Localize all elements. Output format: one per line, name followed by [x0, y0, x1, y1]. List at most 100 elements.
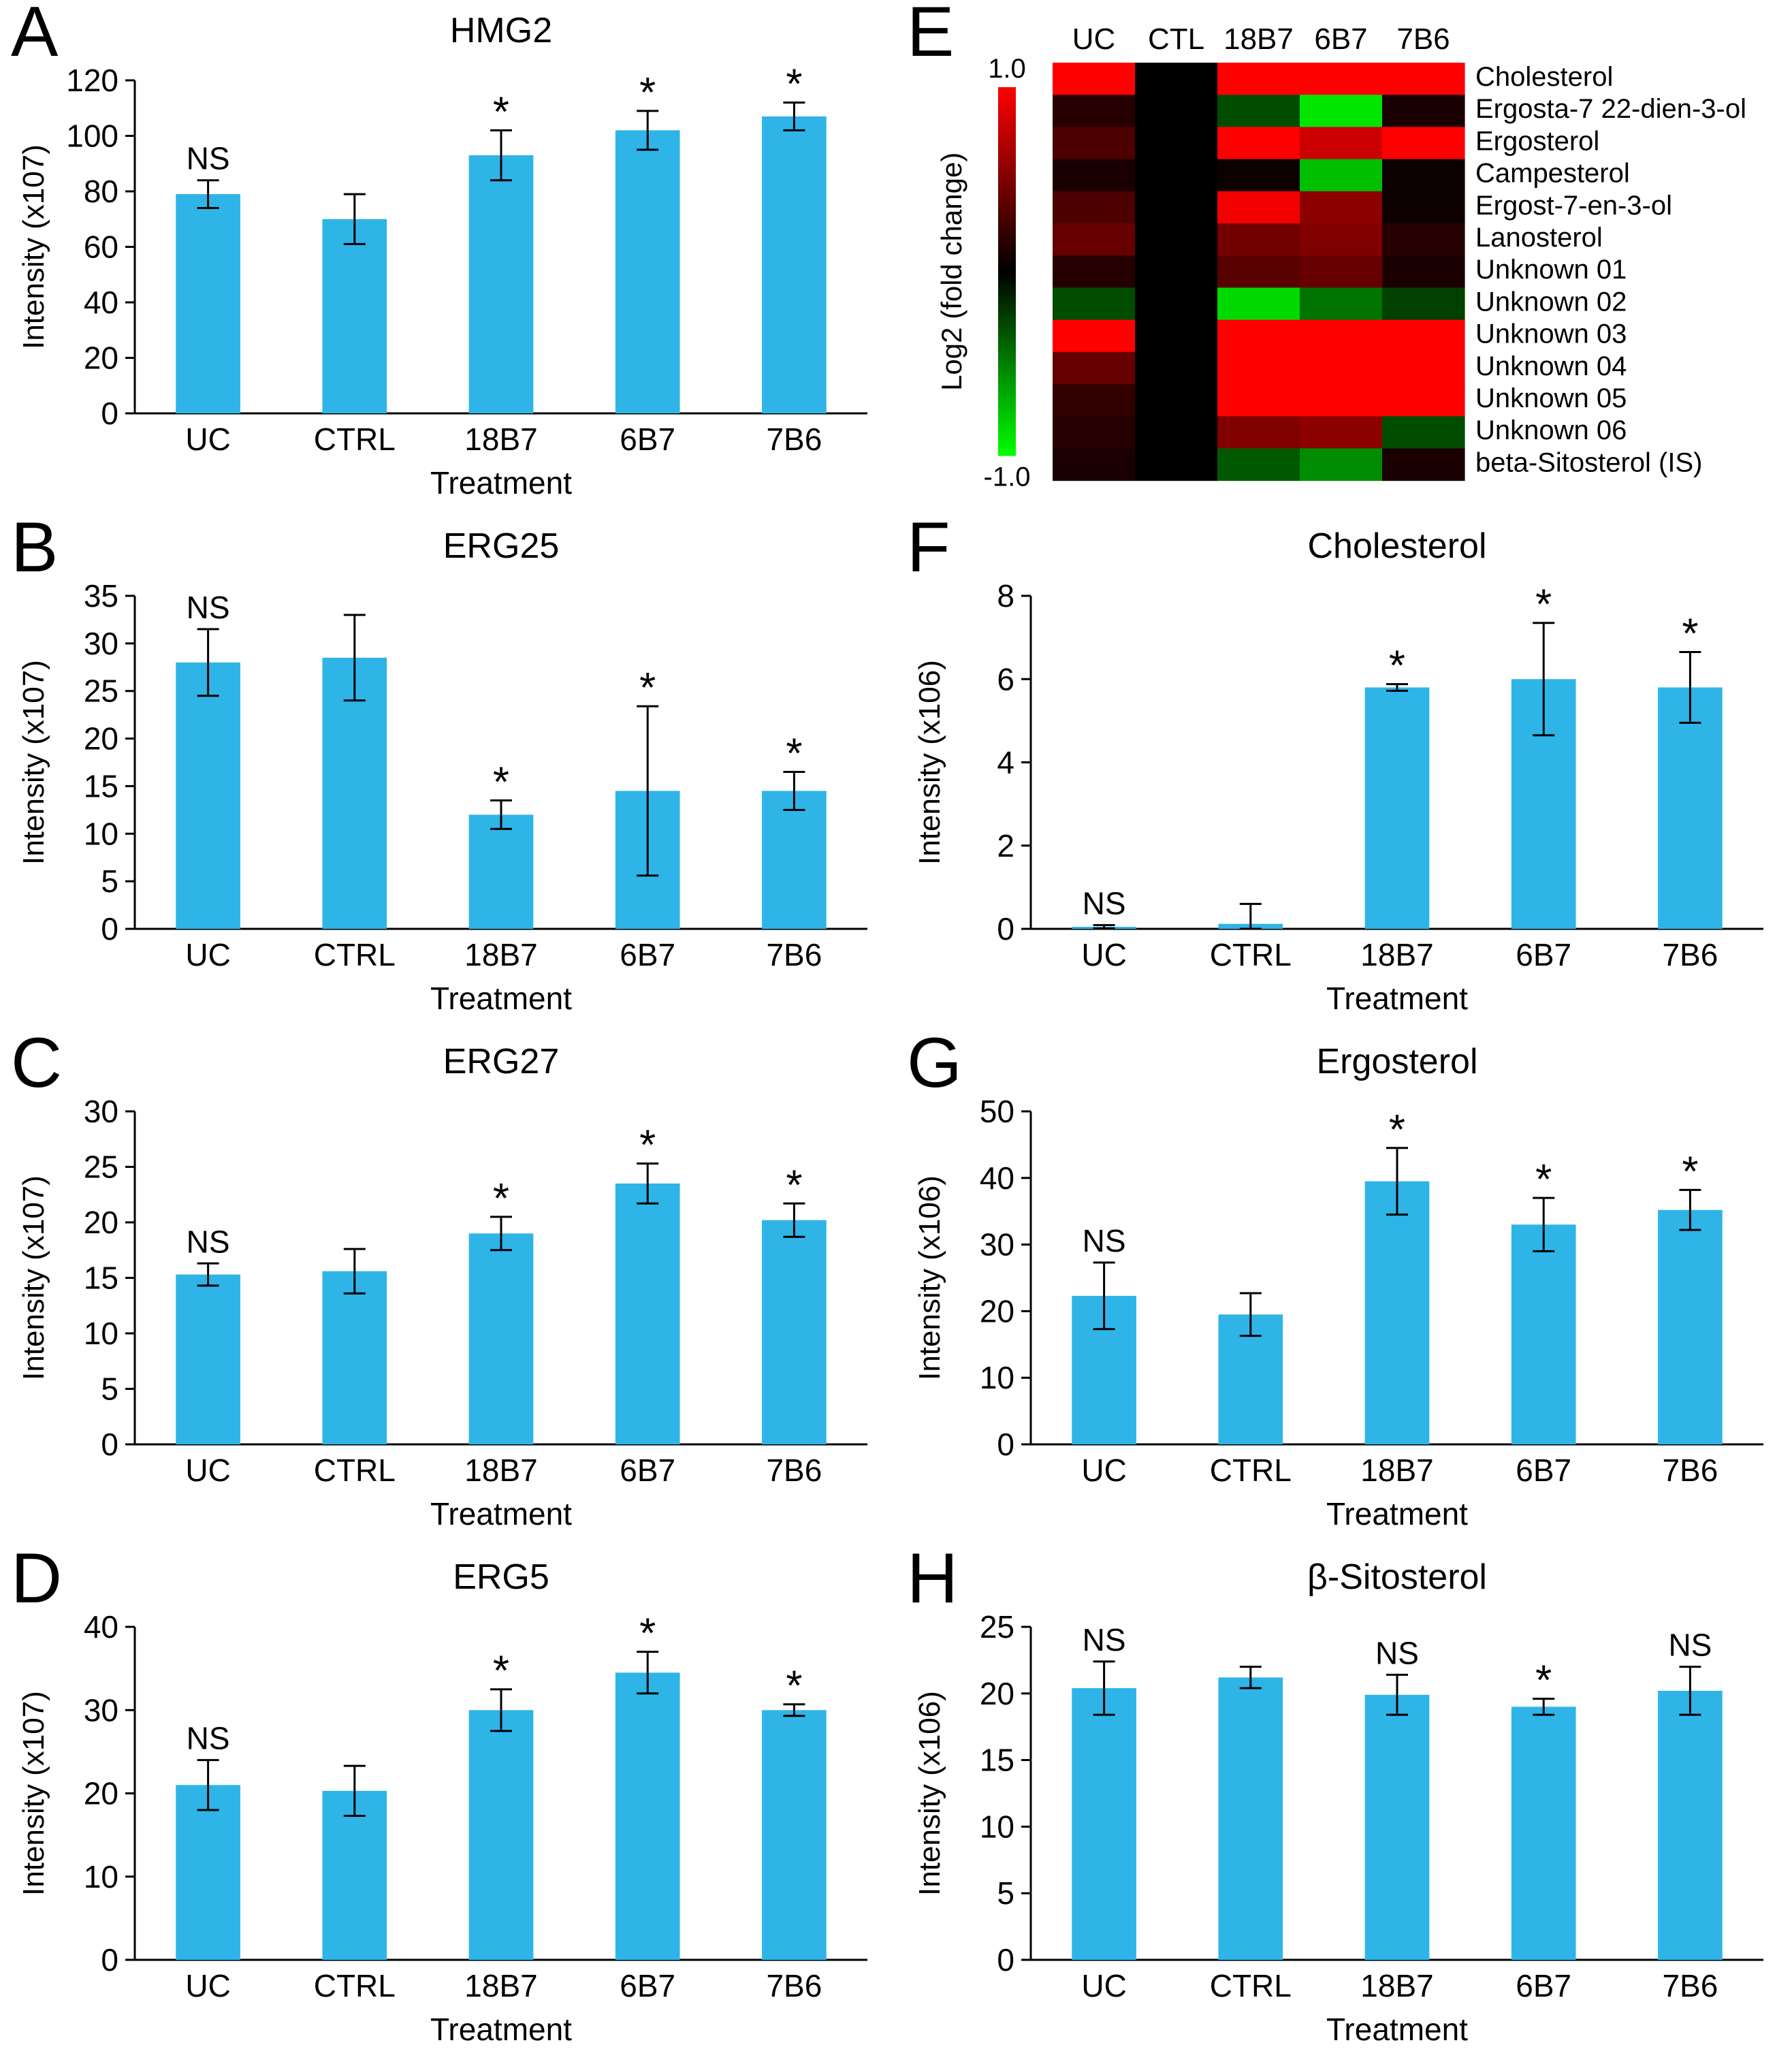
heatmap-cell: [1300, 191, 1383, 224]
heatmap-cell: [1382, 159, 1465, 192]
erg25-bar-chart: ERG25 Intensity (x107) 0 5 10 15 20 25 30 35 NS UC C…: [17, 526, 867, 1016]
heatmap-cell: [1053, 63, 1136, 95]
heatmap-row-label: Unknown 03: [1475, 319, 1627, 349]
significance-asterisk: *: [1389, 643, 1405, 690]
bar: [1658, 1209, 1723, 1444]
heatmap-column-header: 7B6: [1396, 22, 1450, 56]
heatmap-cell: [1300, 287, 1383, 321]
x-category-label: 6B7: [620, 937, 675, 972]
bar: [468, 1233, 534, 1444]
significance-asterisk: *: [493, 759, 509, 806]
chart-title: β-Sitosterol: [1307, 1557, 1487, 1597]
x-category-label: 6B7: [1516, 937, 1571, 972]
panel-a: A HMG2 Intensity (x107) 0 20 40 60 80 100 120 NS U…: [0, 0, 896, 516]
x-category-label: 18B7: [464, 422, 537, 457]
colorbar-max-label: 1.0: [988, 54, 1026, 84]
heatmap-cell: [1135, 127, 1218, 160]
heatmap-cell: [1300, 127, 1383, 160]
y-tick-label: 30: [84, 1692, 118, 1728]
significance-asterisk: *: [786, 1663, 802, 1710]
y-axis-label: Intensity (x106): [913, 1691, 946, 1896]
y-tick-label: 15: [980, 1743, 1014, 1778]
y-tick-label: 15: [84, 1260, 118, 1296]
x-category-label: UC: [1081, 1453, 1126, 1488]
bar: [176, 1274, 240, 1444]
x-category-label: 18B7: [464, 1968, 537, 2003]
panel-f-letter: F: [907, 508, 950, 587]
y-tick-label: 10: [980, 1360, 1014, 1395]
x-category-label: 6B7: [1516, 1968, 1571, 2003]
heatmap-cell: [1135, 287, 1218, 321]
significance-label: NS: [1083, 1622, 1126, 1657]
significance-asterisk: *: [493, 1648, 509, 1695]
heatmap-cell: [1053, 384, 1136, 417]
x-category-label: UC: [185, 1968, 230, 2003]
hmg2-bar-chart: HMG2 Intensity (x107) 0 20 40 60 80 100 120 NS UC C…: [17, 11, 867, 501]
y-tick-label: 20: [84, 1205, 118, 1240]
x-axis-label: Treatment: [430, 1496, 572, 1532]
panel-h-letter: H: [907, 1539, 959, 1618]
colorbar: [998, 87, 1016, 456]
significance-label: NS: [1668, 1628, 1712, 1663]
panel-e-letter: E: [907, 0, 955, 72]
heatmap-cell: [1382, 448, 1465, 481]
heatmap-cell: [1382, 63, 1465, 95]
y-tick-label: 20: [980, 1676, 1014, 1711]
heatmap-cell: [1135, 191, 1218, 224]
bar: [1218, 1677, 1283, 1960]
x-category-label: CTRL: [1210, 937, 1292, 972]
panel-b: B ERG25 Intensity (x107) 0 5 10 15 20 25 30 35 NS U…: [0, 509, 896, 1031]
significance-asterisk: *: [1682, 611, 1698, 658]
heatmap-cell: [1382, 255, 1465, 288]
heatmap-column-header: UC: [1072, 22, 1116, 56]
x-category-label: UC: [185, 1453, 230, 1488]
heatmap-cell: [1300, 448, 1383, 481]
y-axis-label: Intensity (x107): [17, 144, 50, 349]
heatmap-cell: [1382, 416, 1465, 449]
x-category-label: UC: [185, 937, 230, 972]
heatmap-cell: [1135, 95, 1218, 127]
x-axis-label: Treatment: [430, 2012, 572, 2047]
significance-asterisk: *: [639, 665, 656, 712]
heatmap-column-header: 18B7: [1223, 22, 1294, 56]
bar: [1364, 687, 1430, 929]
y-tick-label: 0: [101, 1942, 118, 1978]
bar: [176, 1785, 240, 1960]
y-tick-label: 50: [980, 1094, 1014, 1129]
heatmap-cell: [1300, 95, 1383, 127]
bar: [615, 130, 680, 413]
y-tick-label: 0: [997, 1942, 1014, 1978]
significance-asterisk: *: [786, 61, 802, 108]
x-axis-label: Treatment: [1326, 981, 1468, 1016]
y-tick-label: 0: [101, 396, 118, 431]
heatmap-cell: [1217, 127, 1300, 160]
y-tick-label: 4: [997, 745, 1014, 780]
heatmap-cell: [1053, 127, 1136, 160]
heatmap-cell: [1217, 255, 1300, 288]
heatmap-cell: [1300, 319, 1383, 353]
y-tick-label: 8: [997, 578, 1014, 614]
chart-title: HMG2: [450, 11, 552, 50]
x-axis-label: Treatment: [430, 981, 572, 1016]
y-tick-label: 35: [84, 578, 118, 614]
heatmap-cell: [1053, 287, 1136, 321]
y-tick-label: 15: [84, 768, 118, 804]
heatmap-row-label: beta-Sitosterol (IS): [1475, 447, 1702, 477]
erg5-bar-chart: ERG5 Intensity (x107) 0 10 20 30 40 NS UC CTRL * 18…: [17, 1557, 867, 2047]
heatmap-cell: [1217, 448, 1300, 481]
heatmap-cell: [1382, 127, 1465, 160]
x-category-label: 7B6: [1662, 1968, 1718, 2003]
significance-asterisk: *: [639, 69, 656, 116]
heatmap-row-label: Unknown 06: [1475, 415, 1627, 445]
significance-asterisk: *: [1535, 1657, 1552, 1704]
x-category-label: 6B7: [1516, 1453, 1571, 1488]
y-tick-label: 0: [997, 1427, 1014, 1462]
x-category-label: 7B6: [766, 1453, 822, 1488]
y-tick-label: 6: [997, 661, 1014, 697]
heatmap-cell: [1053, 319, 1136, 353]
heatmap-cell: [1053, 416, 1136, 449]
right-column: E UC CTL 18B7 6B7 7B6 Cholesterol Ergosta-7 22…: [896, 0, 1792, 2062]
significance-asterisk: *: [1682, 1148, 1698, 1195]
